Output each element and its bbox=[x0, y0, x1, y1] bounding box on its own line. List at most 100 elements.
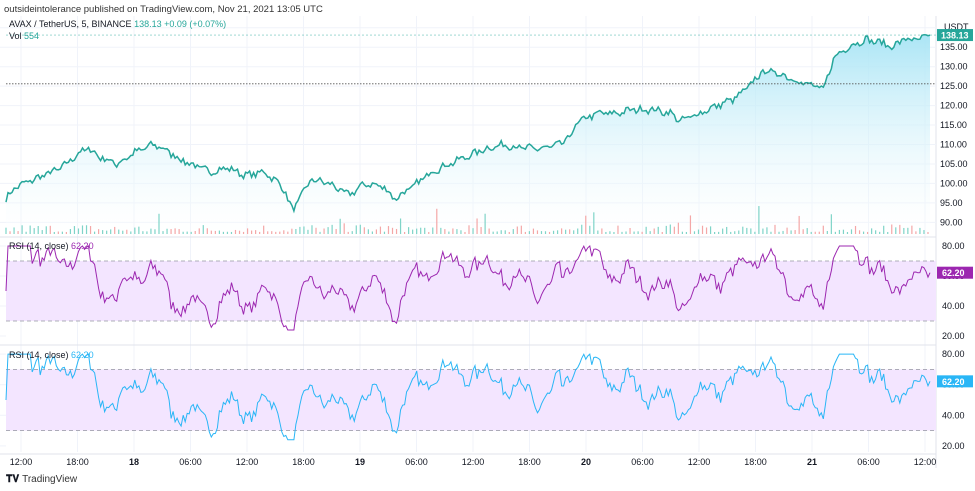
currency-label: USDT bbox=[944, 22, 969, 32]
rsi-legend-2[interactable]: RSI (14, close) 62.20 bbox=[9, 350, 94, 360]
volume-bar bbox=[174, 228, 176, 234]
volume-bar bbox=[818, 231, 820, 234]
time-tick-label: 20 bbox=[581, 457, 591, 467]
volume-bar bbox=[685, 231, 688, 234]
rsi-tick-label: 40.00 bbox=[942, 301, 965, 311]
volume-bar bbox=[102, 230, 104, 234]
price-axis[interactable]: USDT 135.00 130.00 125.00 120.00 115.00 110.00… bbox=[937, 22, 973, 451]
time-tick-label: 12:00 bbox=[914, 457, 937, 467]
volume-bar bbox=[593, 212, 595, 234]
volume-bar bbox=[13, 227, 15, 234]
rsi-value: 62.20 bbox=[71, 241, 94, 251]
volume-bar bbox=[927, 231, 929, 234]
volume-bar bbox=[891, 224, 893, 234]
volume-bar bbox=[556, 230, 559, 234]
volume-bar bbox=[53, 231, 55, 234]
footer-brand[interactable]: 𝐓𝐕 TradingView bbox=[6, 474, 77, 485]
volume-bar bbox=[460, 230, 462, 234]
volume-bar bbox=[436, 208, 438, 234]
volume-bar bbox=[420, 227, 422, 234]
volume-bar bbox=[69, 228, 72, 234]
volume-bar bbox=[61, 231, 63, 234]
volume-bar bbox=[440, 227, 442, 234]
volume-bar bbox=[665, 225, 667, 234]
volume-bar bbox=[5, 227, 7, 234]
volume-bar bbox=[331, 224, 333, 234]
volume-bar bbox=[484, 213, 486, 234]
rsi-pane-2[interactable] bbox=[5, 353, 936, 441]
rsi-value-label: 62.20 bbox=[942, 377, 965, 387]
volume-bar bbox=[762, 228, 764, 234]
volume-bar bbox=[319, 231, 321, 234]
rsi-tick-label: 20.00 bbox=[942, 441, 965, 451]
volume-bar bbox=[387, 226, 390, 234]
price-tick-label: 95.00 bbox=[940, 198, 963, 208]
volume-bar bbox=[609, 231, 611, 234]
volume-bar bbox=[21, 225, 23, 234]
volume-bar bbox=[202, 225, 204, 234]
main-pane[interactable] bbox=[5, 33, 936, 235]
volume-bar bbox=[150, 228, 152, 234]
volume-bar bbox=[271, 231, 273, 234]
volume-bar bbox=[85, 225, 88, 234]
volume-bar bbox=[613, 231, 615, 234]
rsi-label: RSI (14, close) bbox=[9, 241, 69, 251]
volume-bar bbox=[335, 228, 337, 234]
volume-bar bbox=[701, 225, 704, 234]
volume-bar bbox=[89, 226, 92, 234]
volume-bar bbox=[110, 229, 112, 234]
volume-bar bbox=[238, 230, 241, 234]
volume-bar bbox=[456, 229, 458, 234]
volume-bar bbox=[416, 228, 418, 234]
volume-bar bbox=[597, 230, 599, 234]
last-price-label: 138.13 bbox=[941, 31, 969, 41]
volume-bar bbox=[339, 218, 341, 234]
volume-bar bbox=[41, 230, 43, 234]
volume-legend[interactable]: Vol 554 bbox=[9, 31, 39, 41]
volume-bar bbox=[750, 228, 752, 234]
volume-bar bbox=[746, 227, 748, 234]
volume-bar bbox=[866, 231, 869, 234]
volume-bar bbox=[371, 231, 373, 234]
volume-bar bbox=[492, 231, 494, 234]
volume-bar bbox=[705, 227, 708, 234]
volume-bar bbox=[138, 226, 140, 234]
rsi-legend-1[interactable]: RSI (14, close) 62.20 bbox=[9, 241, 94, 251]
volume-bar bbox=[29, 225, 31, 234]
volume-bar bbox=[903, 227, 905, 234]
volume-bar bbox=[275, 231, 277, 234]
price-tick-label: 90.00 bbox=[940, 217, 963, 227]
volume-bar bbox=[134, 227, 136, 234]
volume-bar bbox=[379, 226, 382, 234]
volume-bar bbox=[218, 230, 220, 234]
volume-bar bbox=[118, 229, 120, 234]
main-legend[interactable]: AVAX / TetherUS, 5, BINANCE 138.13 +0.09… bbox=[9, 19, 226, 29]
volume-bar bbox=[798, 215, 800, 234]
volume-bar bbox=[263, 225, 265, 234]
volume-bar bbox=[782, 230, 784, 234]
time-tick-label: 06:00 bbox=[405, 457, 428, 467]
volume-bar bbox=[528, 231, 530, 234]
volume-bar bbox=[621, 231, 623, 234]
volume-bar bbox=[403, 231, 406, 234]
volume-bar bbox=[794, 230, 796, 234]
price-tick-label: 105.00 bbox=[940, 159, 968, 169]
volume-bar bbox=[726, 226, 728, 234]
volume-bar bbox=[734, 231, 736, 234]
volume-bar bbox=[242, 231, 245, 234]
time-axis[interactable]: 12:00 18:00 18 06:00 12:00 18:00 19 06:00 12:00 1… bbox=[10, 457, 937, 467]
rsi-pane-1[interactable] bbox=[5, 245, 936, 331]
volume-bar bbox=[657, 226, 659, 234]
volume-bar bbox=[802, 229, 804, 234]
volume-bar bbox=[291, 228, 293, 234]
volume-bar bbox=[625, 231, 627, 234]
volume-bar bbox=[814, 231, 816, 234]
volume-bar bbox=[130, 231, 132, 234]
volume-bar bbox=[452, 228, 454, 234]
volume-bar bbox=[512, 229, 514, 234]
volume-bar bbox=[355, 225, 357, 234]
volume-bar bbox=[681, 231, 683, 234]
time-tick-label: 12:00 bbox=[462, 457, 485, 467]
volume-bar bbox=[854, 225, 857, 234]
